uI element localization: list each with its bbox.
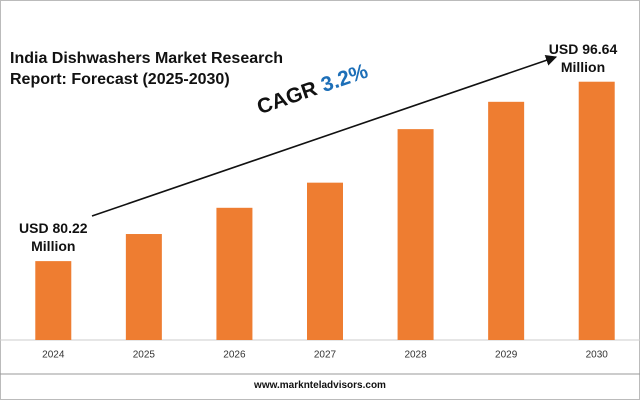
- x-tick-label: 2026: [223, 350, 246, 361]
- x-tick-label: 2027: [314, 350, 337, 361]
- bar: [397, 129, 434, 340]
- x-tick-label: 2030: [586, 350, 609, 361]
- x-tick-label: 2028: [404, 350, 427, 361]
- x-tick-label: 2025: [133, 350, 156, 361]
- bar: [125, 234, 162, 340]
- bar: [578, 81, 615, 340]
- x-tick-label: 2029: [495, 350, 518, 361]
- source: www.marknteladvisors.com: [254, 380, 386, 391]
- bar: [216, 207, 253, 340]
- chart-title: India Dishwashers Market Research Report…: [10, 50, 284, 88]
- x-tick-label: 2024: [42, 350, 65, 361]
- bar: [488, 101, 525, 340]
- value-label: USD 80.22 Million: [19, 220, 88, 255]
- bar: [35, 261, 72, 340]
- bar: [307, 182, 343, 340]
- value-label: USD 96.64 Million: [548, 40, 618, 75]
- trend-arrow: [91, 54, 558, 217]
